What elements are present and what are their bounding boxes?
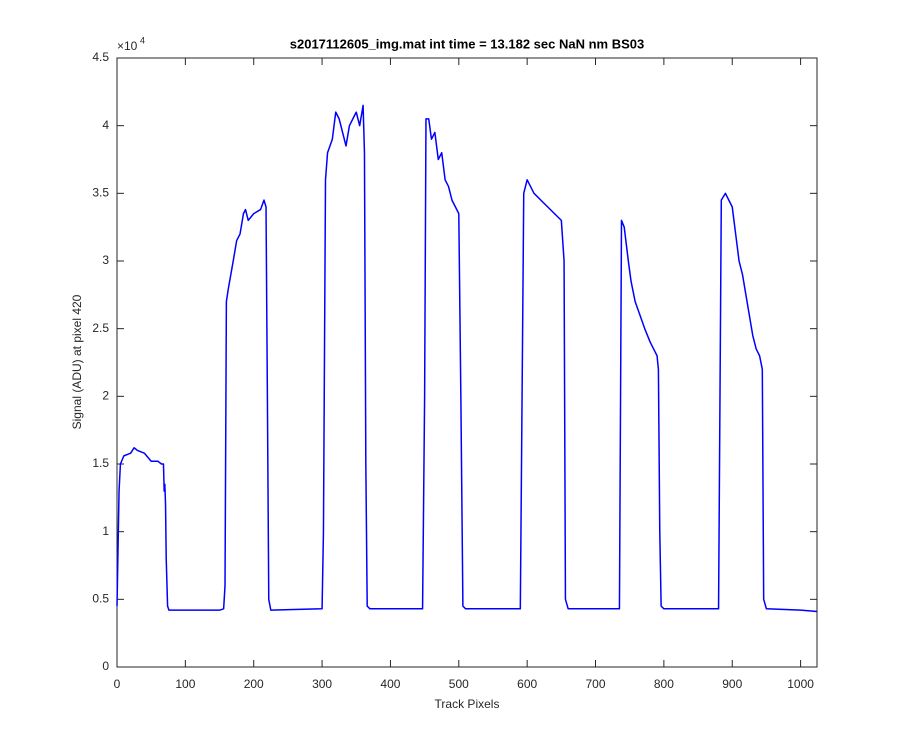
x-tick-label: 100 bbox=[175, 677, 195, 691]
x-tick-label: 800 bbox=[654, 677, 674, 691]
y-tick-label: 1.5 bbox=[92, 456, 109, 470]
x-tick-label: 0 bbox=[114, 677, 121, 691]
x-tick-label: 900 bbox=[722, 677, 742, 691]
y-multiplier: ×10 bbox=[117, 39, 138, 53]
y-tick-label: 4 bbox=[102, 118, 109, 132]
data-line bbox=[116, 104, 818, 613]
y-tick-label: 1 bbox=[102, 524, 109, 538]
y-tick-label: 2.5 bbox=[92, 321, 109, 335]
y-tick-label: 3 bbox=[102, 253, 109, 267]
plot-box bbox=[116, 57, 818, 668]
x-tick-label: 400 bbox=[380, 677, 400, 691]
y-tick-label: 0 bbox=[102, 659, 109, 673]
y-multiplier-exponent: 4 bbox=[140, 35, 145, 45]
y-tick-label: 4.5 bbox=[92, 50, 109, 64]
y-axis-label: Signal (ADU) at pixel 420 bbox=[70, 294, 84, 429]
x-tick-label: 700 bbox=[586, 677, 606, 691]
y-tick-label: 0.5 bbox=[92, 592, 109, 606]
y-tick-label: 3.5 bbox=[92, 186, 109, 200]
x-tick-label: 300 bbox=[312, 677, 332, 691]
x-tick-label: 600 bbox=[517, 677, 537, 691]
x-tick-label: 1000 bbox=[787, 677, 814, 691]
x-tick-label: 200 bbox=[244, 677, 264, 691]
chart-title: s2017112605_img.mat int time = 13.182 se… bbox=[290, 36, 644, 51]
y-tick-label: 2 bbox=[102, 389, 109, 403]
x-tick-label: 500 bbox=[449, 677, 469, 691]
x-axis-label: Track Pixels bbox=[435, 697, 500, 711]
